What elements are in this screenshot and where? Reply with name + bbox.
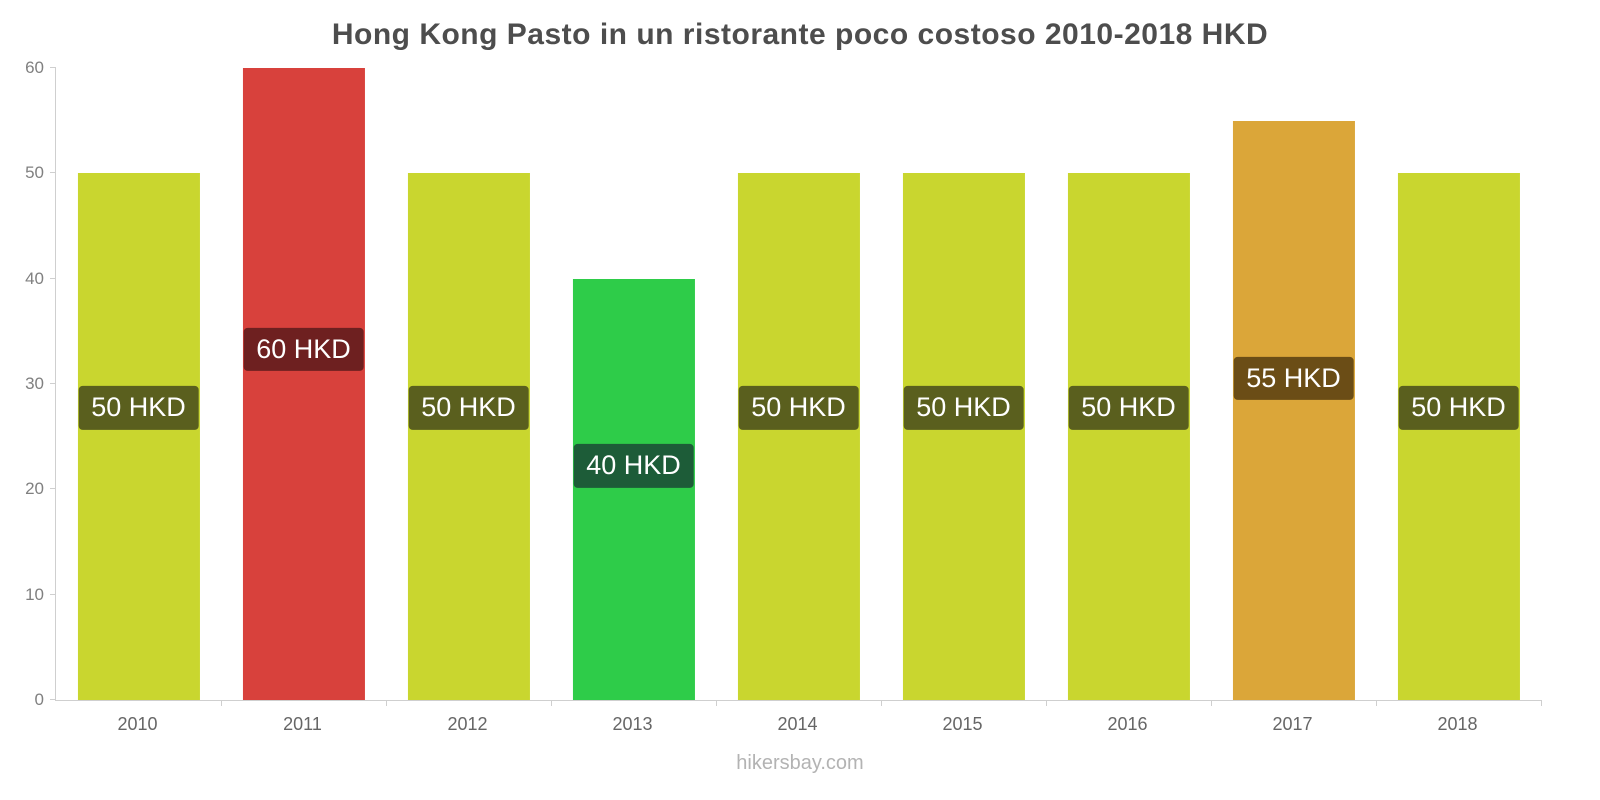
y-tick-mark-50 (50, 172, 56, 174)
x-tick-mark-2016 (1211, 700, 1212, 706)
bar-value-label-2011: 60 HKD (243, 327, 364, 372)
bar-slot-2014: 50 HKD (716, 68, 881, 700)
bar-value-label-2010: 50 HKD (78, 385, 199, 430)
bar-value-label-2014: 50 HKD (738, 385, 859, 430)
x-tick-label-2015: 2015 (942, 714, 983, 734)
bar-value-label-2015: 50 HKD (903, 385, 1024, 430)
bar-2013: 40 HKD (572, 278, 695, 700)
y-tick-label-50: 50 (25, 163, 44, 183)
y-tick-mark-20 (50, 488, 56, 490)
x-tick-mark-2012 (551, 700, 552, 706)
bar-slot-2016: 50 HKD (1046, 68, 1211, 700)
y-tick-mark-0 (50, 699, 56, 700)
x-axis-labels: 2010 2011 2012 2013 2014 2015 2016 2017 2018 (55, 706, 1540, 735)
plot-area: 50 HKD 60 HKD 50 HKD 40 HKD 50 HKD 50 HKD 50 H… (50, 67, 1542, 706)
bar-2014: 50 HKD (737, 173, 860, 700)
watermark-hikersbay: hikersbay.com (736, 752, 864, 774)
x-tick-mark-2013 (716, 700, 717, 706)
bar-value-label-2016: 50 HKD (1068, 385, 1189, 430)
x-tick-mark-2015 (1046, 700, 1047, 706)
y-tick-label-30: 30 (25, 374, 44, 393)
bar-2018: 50 HKD (1397, 173, 1520, 700)
bar-slot-2017: 55 HKD (1211, 68, 1376, 700)
bar-value-label-2013: 40 HKD (573, 444, 694, 489)
y-tick-mark-30 (50, 383, 56, 384)
x-tick-mark-2018 (1541, 700, 1542, 706)
y-tick-label-60: 60 (25, 58, 44, 77)
x-tick-label-2017: 2017 (1272, 714, 1313, 734)
bar-2016: 50 HKD (1067, 173, 1190, 700)
x-tick-label-2012: 2012 (447, 714, 488, 734)
bar-slot-2010: 50 HKD (56, 68, 221, 700)
bar-2012: 50 HKD (407, 173, 530, 700)
bar-slot-2018: 50 HKD (1376, 68, 1541, 700)
y-tick-mark-40 (50, 277, 56, 279)
x-tick-label-2014: 2014 (777, 714, 818, 734)
bar-value-label-2012: 50 HKD (408, 385, 529, 430)
bar-2017: 55 HKD (1232, 120, 1355, 700)
bar-slot-2011: 60 HKD (221, 68, 386, 700)
bar-slot-2015: 50 HKD (881, 68, 1046, 700)
chart-title: Hong Kong Pasto in un ristorante poco co… (331, 18, 1269, 51)
y-tick-mark-10 (50, 593, 56, 595)
y-tick-label-40: 40 (25, 268, 44, 288)
bar-value-label-2018: 50 HKD (1398, 385, 1519, 430)
x-tick-mark-2011 (386, 700, 387, 706)
bar-slot-2013: 40 HKD (551, 68, 716, 700)
x-tick-label-2016: 2016 (1107, 714, 1148, 734)
x-tick-mark-2014 (881, 700, 882, 706)
x-tick-label-2013: 2013 (612, 714, 653, 734)
bars-container: 50 HKD 60 HKD 50 HKD 40 HKD 50 HKD 50 HKD 50 H… (56, 68, 1541, 700)
bar-2011: 60 HKD (242, 68, 365, 700)
x-tick-mark-2010 (221, 700, 222, 706)
y-tick-mark-60 (50, 67, 56, 68)
x-tick-label-2010: 2010 (117, 714, 158, 734)
bar-2010: 50 HKD (77, 173, 200, 700)
x-tick-mark-2017 (1376, 700, 1377, 706)
bar-value-label-2017: 55 HKD (1233, 356, 1354, 401)
bar-slot-2012: 50 HKD (386, 68, 551, 700)
bar-2015: 50 HKD (902, 173, 1025, 700)
x-tick-label-2011: 2011 (283, 714, 322, 734)
x-tick-label-2018: 2018 (1437, 714, 1478, 734)
